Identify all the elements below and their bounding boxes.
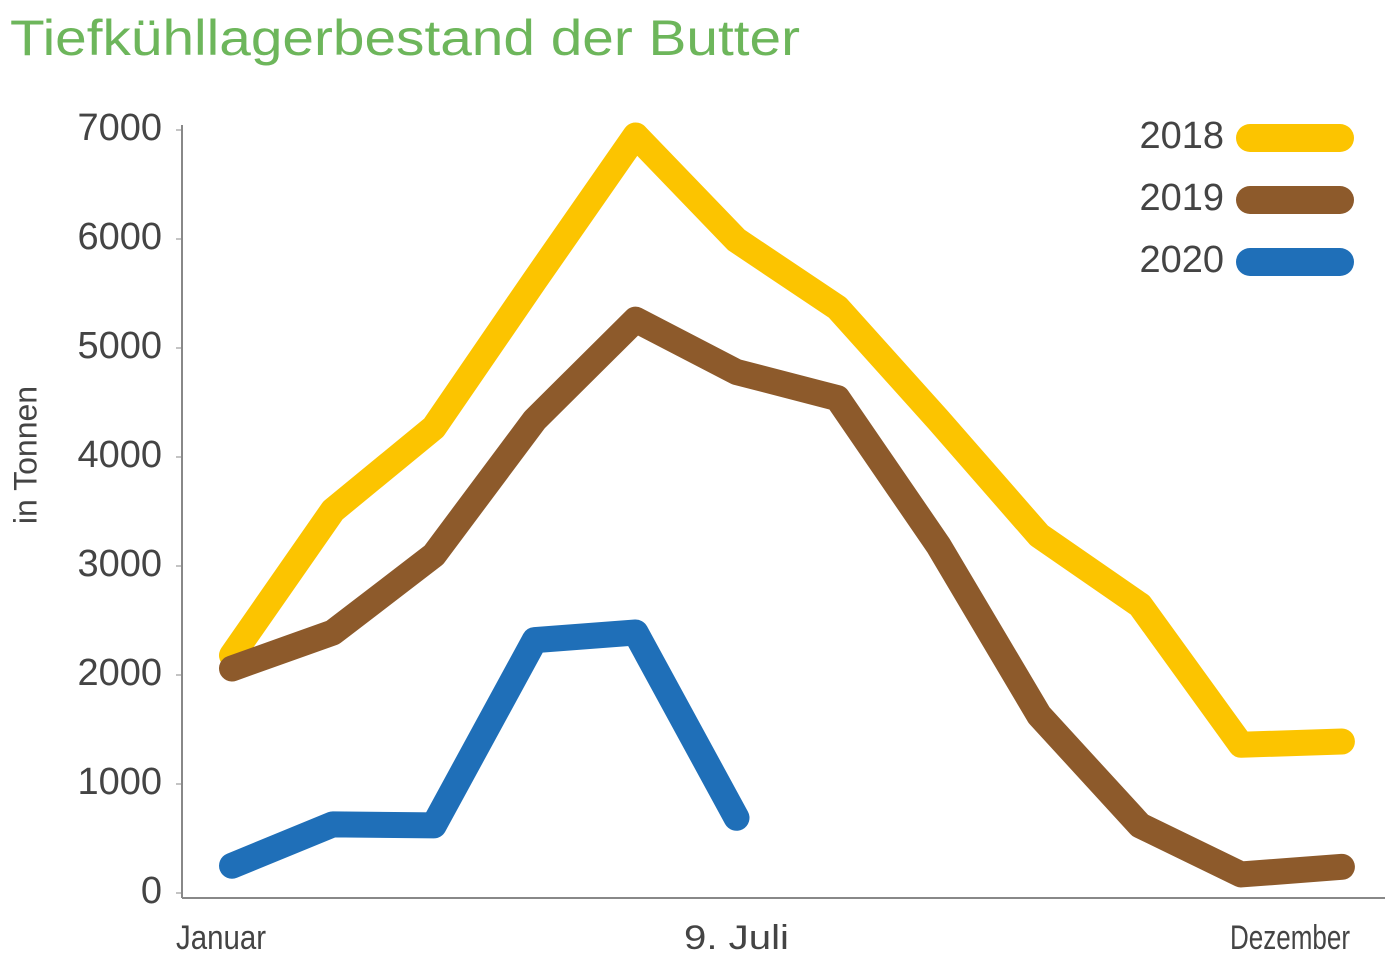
legend-label: 2020: [1139, 239, 1224, 281]
series-line: [219, 122, 1355, 758]
y-tick-label: 2000: [77, 652, 162, 694]
chart-title: Tiefkühllagerbestand der Butter: [10, 10, 800, 66]
legend-label: 2019: [1139, 177, 1224, 219]
series-line: [219, 306, 1355, 888]
y-tick-label: 6000: [77, 216, 162, 258]
y-tick-label: 7000: [77, 107, 162, 149]
x-tick-label: 9. Juli: [684, 919, 789, 957]
y-tick-label: 4000: [77, 434, 162, 476]
y-tick-label: 3000: [77, 543, 162, 585]
x-tick-label: Dezember: [1230, 919, 1350, 957]
y-axis-label: in Tonnen: [7, 386, 43, 524]
legend-label: 2018: [1139, 115, 1224, 157]
series-line: [219, 619, 750, 879]
x-tick-label: Januar: [176, 919, 266, 957]
y-tick-label: 0: [141, 870, 162, 912]
y-tick-label: 1000: [77, 761, 162, 803]
y-tick-label: 5000: [77, 325, 162, 367]
